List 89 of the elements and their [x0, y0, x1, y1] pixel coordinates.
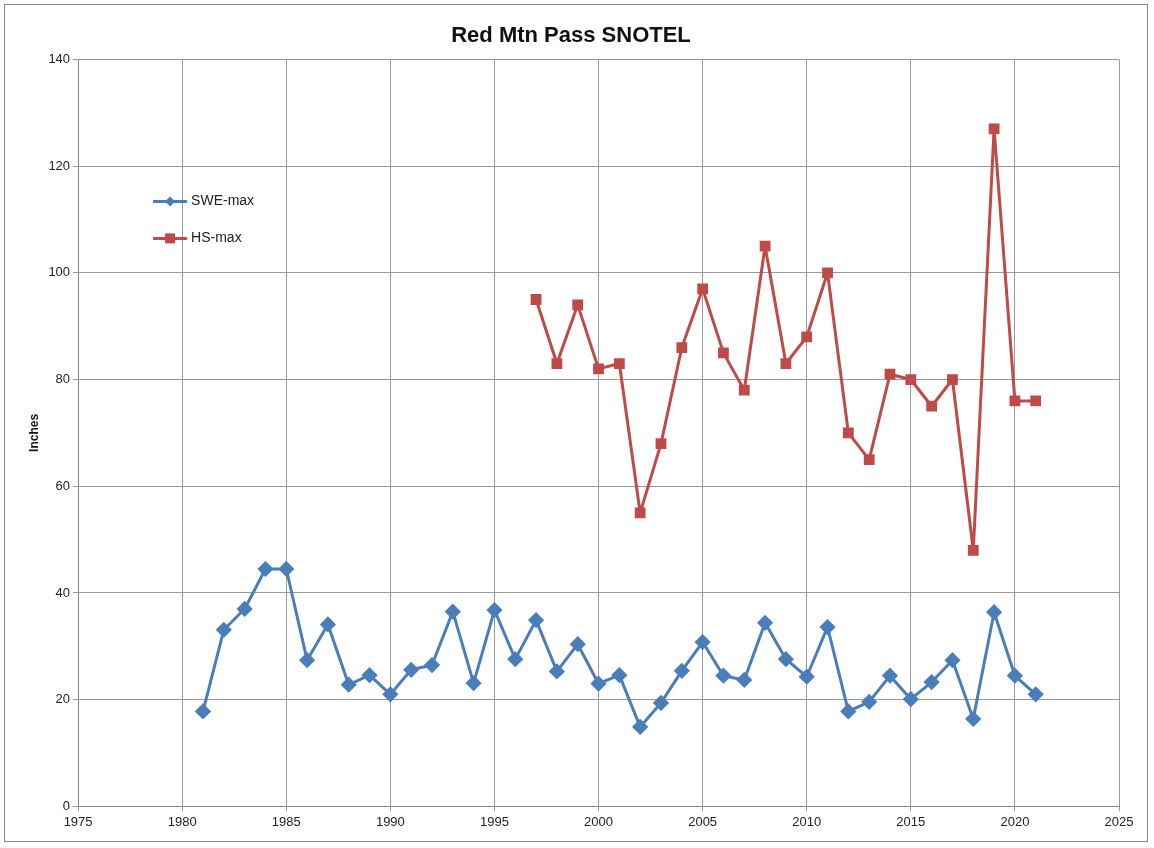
- point: [613, 358, 625, 369]
- point: [341, 677, 357, 693]
- point: [507, 651, 523, 667]
- point: [988, 123, 1000, 135]
- point: [903, 691, 919, 707]
- x-tick-label: 1975: [63, 813, 93, 829]
- point: [655, 438, 667, 449]
- point: [653, 695, 669, 711]
- point: [424, 657, 440, 673]
- point: [593, 363, 604, 375]
- point: [403, 662, 419, 678]
- point: [822, 267, 833, 279]
- point: [736, 672, 752, 688]
- point: [1007, 668, 1023, 684]
- point: [570, 636, 586, 652]
- point: [257, 561, 273, 577]
- point: [884, 368, 896, 380]
- point: [965, 711, 981, 727]
- x-tick-label: 1990: [375, 813, 405, 829]
- point: [842, 427, 854, 439]
- point: [757, 615, 773, 631]
- point: [551, 358, 563, 369]
- point: [1009, 395, 1021, 407]
- point: [362, 667, 378, 683]
- point: [801, 331, 813, 343]
- chart-title: Red Mtn Pass SNOTEL: [451, 22, 691, 48]
- point: [445, 604, 461, 620]
- x-tick-label: 1980: [167, 813, 197, 829]
- point: [278, 561, 294, 577]
- point: [486, 602, 502, 618]
- y-tick-label: 120: [48, 157, 71, 173]
- point: [780, 358, 792, 369]
- point: [759, 240, 771, 252]
- point: [382, 686, 398, 702]
- x-tick-label: 2015: [896, 813, 926, 829]
- point: [924, 674, 940, 690]
- legend-label: SWE-max: [191, 192, 255, 209]
- point: [611, 667, 627, 683]
- point: [926, 400, 938, 412]
- point: [591, 676, 607, 692]
- y-tick-label: 0: [62, 797, 71, 813]
- y-axis-title: Inches: [26, 413, 41, 452]
- point: [320, 616, 336, 632]
- point: [738, 384, 750, 396]
- y-tick-label: 80: [55, 371, 71, 387]
- point: [1028, 686, 1044, 702]
- y-tick-label: 20: [55, 691, 71, 707]
- point: [986, 604, 1002, 620]
- y-tick-label: 100: [48, 264, 71, 280]
- x-tick-label: 2010: [792, 813, 822, 829]
- x-tick-label: 2000: [584, 813, 614, 829]
- x-tick-label: 1985: [271, 813, 301, 829]
- point: [718, 347, 729, 359]
- point: [634, 507, 646, 519]
- point: [778, 651, 794, 667]
- point: [195, 703, 211, 719]
- point: [549, 663, 565, 679]
- point: [882, 668, 898, 684]
- y-tick-label: 40: [55, 584, 71, 600]
- point: [1030, 395, 1042, 407]
- point: [528, 612, 544, 628]
- point: [695, 634, 711, 650]
- point: [632, 719, 648, 735]
- x-tick-label: 2005: [688, 813, 718, 829]
- point: [572, 299, 584, 311]
- x-tick-label: 2020: [1000, 813, 1030, 829]
- point: [944, 652, 960, 668]
- y-tick-label: 60: [55, 477, 71, 493]
- point: [840, 703, 856, 719]
- y-tick-label: 140: [48, 50, 71, 66]
- point: [861, 694, 877, 710]
- point: [676, 342, 688, 353]
- point: [466, 675, 482, 691]
- x-tick-label: 2025: [1104, 813, 1134, 829]
- point: [697, 283, 709, 295]
- point: [299, 652, 315, 668]
- point: [674, 663, 690, 679]
- point: [967, 544, 979, 556]
- point: [715, 668, 731, 684]
- x-tick-label: 1995: [479, 813, 509, 829]
- point: [820, 619, 836, 635]
- point: [863, 454, 875, 465]
- point: [947, 374, 958, 385]
- point: [530, 294, 542, 305]
- point: [799, 669, 815, 685]
- point: [237, 601, 253, 617]
- legend-label: HS-max: [191, 229, 242, 246]
- point: [216, 622, 232, 638]
- point: [905, 374, 917, 385]
